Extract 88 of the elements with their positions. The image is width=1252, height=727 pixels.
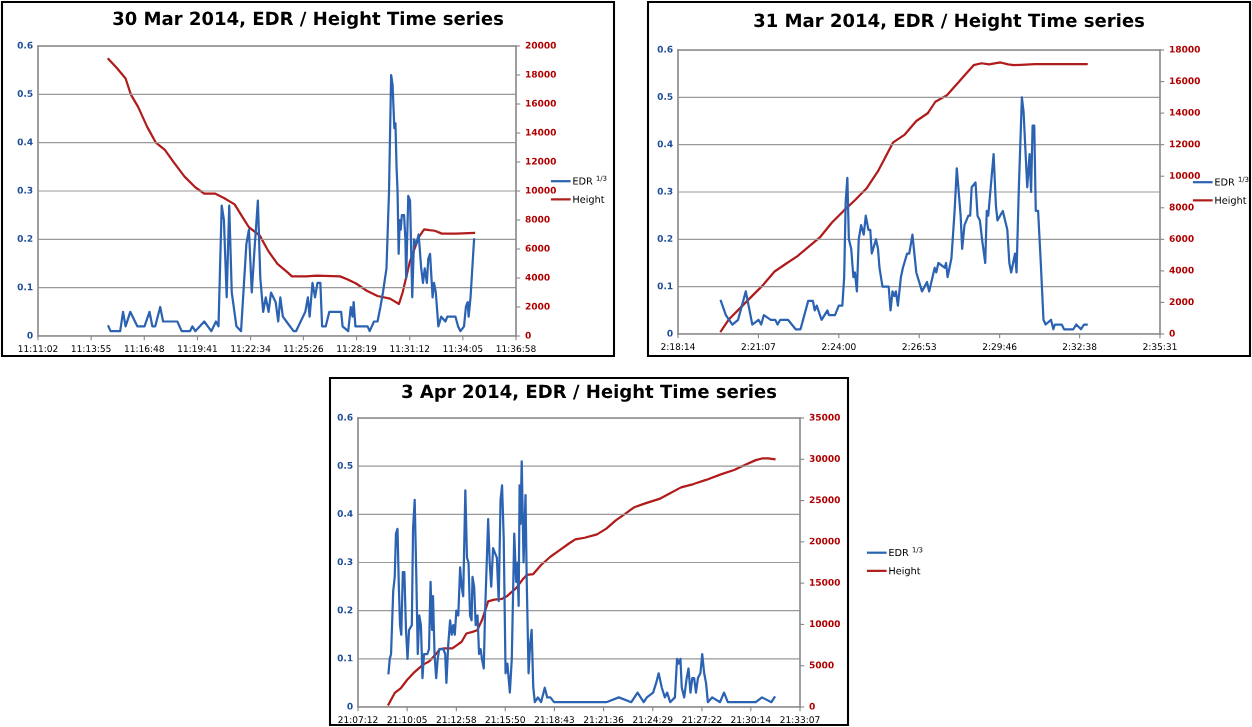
y2-tick-label: 6000 xyxy=(1169,235,1194,242)
legend-label: Height xyxy=(889,566,921,577)
x-tick-label: 11:31:12 xyxy=(390,345,430,353)
x-tick-label: 2:21:07 xyxy=(741,343,776,351)
y2-tick-label: 0 xyxy=(525,331,531,339)
y2-tick-label: 14000 xyxy=(1170,108,1200,116)
y-tick-label: 0.5 xyxy=(337,461,353,469)
x-tick-label: 2:29:46 xyxy=(982,343,1017,351)
y2-tick-label: 20000 xyxy=(809,537,840,545)
x-tick-label: 2:35:31 xyxy=(1143,343,1177,351)
x-tick-label: 21:33:07 xyxy=(780,716,820,724)
x-tick-label: 21:07:12 xyxy=(338,716,378,724)
line-series xyxy=(107,57,476,306)
x-tick-label: 21:30:14 xyxy=(731,716,771,724)
y2-tick-label: 2000 xyxy=(525,302,550,310)
y2-tick-label: 15000 xyxy=(810,578,840,586)
y-tick-label: 0.3 xyxy=(17,186,33,194)
y-tick-label: 0.6 xyxy=(657,45,673,53)
y2-tick-label: 20000 xyxy=(525,41,556,49)
legend-label: EDR $^{1/3}$ xyxy=(573,175,607,185)
y2-tick-label: 30000 xyxy=(809,455,840,462)
x-tick-label: 11:34:05 xyxy=(443,345,483,353)
x-tick-label: 21:10:05 xyxy=(387,716,427,724)
x-tick-label: 11:36:58 xyxy=(496,345,536,353)
x-tick-label: 11:22:34 xyxy=(231,345,271,353)
y-tick-label: 0.2 xyxy=(17,235,33,242)
y-tick-label: 0.2 xyxy=(657,235,673,242)
y2-tick-label: 0 xyxy=(1169,329,1175,337)
y-tick-label: 0.4 xyxy=(17,138,33,146)
legend-label: EDR $^{1/3}$ xyxy=(889,547,923,557)
y2-tick-label: 10000 xyxy=(526,186,556,194)
y-tick-label: 0 xyxy=(667,329,673,337)
x-tick-label: 21:12:58 xyxy=(436,716,476,724)
y-tick-label: 0.1 xyxy=(657,282,673,290)
x-tick-label: 21:24:29 xyxy=(633,716,673,724)
y2-tick-label: 35000 xyxy=(809,413,840,421)
y2-tick-label: 18000 xyxy=(1170,45,1200,53)
y-tick-label: 0 xyxy=(347,702,353,710)
y2-tick-label: 14000 xyxy=(526,128,556,136)
y2-tick-label: 18000 xyxy=(526,70,556,78)
x-tick-label: 21:18:43 xyxy=(534,716,574,724)
legend-label: Height xyxy=(573,195,605,205)
x-tick-label: 2:24:00 xyxy=(822,343,856,351)
x-tick-label: 11:11:02 xyxy=(18,345,58,353)
y2-tick-label: 2000 xyxy=(1169,298,1194,306)
y-tick-label: 0.6 xyxy=(17,41,33,49)
y2-tick-label: 12000 xyxy=(1170,140,1200,148)
y2-tick-label: 8000 xyxy=(525,215,550,223)
y2-tick-label: 12000 xyxy=(526,157,556,165)
x-tick-label: 2:26:53 xyxy=(902,343,936,351)
x-tick-label: 11:13:55 xyxy=(71,345,111,353)
y-tick-label: 0.3 xyxy=(657,187,673,195)
y-tick-label: 0.3 xyxy=(337,558,353,566)
x-tick-label: 21:27:22 xyxy=(682,716,722,723)
y-tick-label: 0.1 xyxy=(17,283,33,291)
x-tick-label: 11:19:41 xyxy=(178,345,217,353)
line-series xyxy=(107,73,476,333)
y-tick-label: 0.6 xyxy=(337,413,353,421)
x-tick-label: 2:18:14 xyxy=(661,343,695,351)
y2-tick-label: 4000 xyxy=(1169,266,1194,274)
y2-tick-label: 6000 xyxy=(525,244,550,252)
y2-tick-label: 25000 xyxy=(809,496,840,504)
x-tick-label: 21:21:36 xyxy=(583,716,624,724)
x-tick-label: 11:16:48 xyxy=(125,345,164,353)
legend-label: Height xyxy=(1215,196,1247,206)
y-tick-label: 0.2 xyxy=(337,606,353,614)
chart-title: 31 Mar 2014, EDR / Height Time series xyxy=(754,13,1144,31)
y2-tick-label: 8000 xyxy=(1169,203,1194,211)
y2-tick-label: 10000 xyxy=(810,620,840,628)
y2-tick-label: 16000 xyxy=(1170,77,1200,85)
y2-tick-label: 10000 xyxy=(1170,172,1200,179)
x-tick-label: 2:32:38 xyxy=(1062,343,1097,351)
y-tick-label: 0.5 xyxy=(17,90,33,97)
y-tick-label: 0.4 xyxy=(657,140,673,148)
x-tick-label: 11:28:19 xyxy=(337,345,377,353)
x-tick-label: 21:15:50 xyxy=(485,716,525,724)
x-tick-label: 11:25:26 xyxy=(284,345,324,353)
y2-tick-label: 4000 xyxy=(525,273,550,281)
y-tick-label: 0.1 xyxy=(337,654,353,662)
y-tick-label: 0 xyxy=(27,331,33,339)
y2-tick-label: 16000 xyxy=(526,99,556,107)
y-tick-label: 0.5 xyxy=(657,93,673,100)
y-tick-label: 0.4 xyxy=(337,510,353,517)
y2-tick-label: 5000 xyxy=(809,661,834,669)
y2-tick-label: 0 xyxy=(809,702,815,710)
chart-title: 3 Apr 2014, EDR / Height Time series xyxy=(402,384,777,402)
legend-label: EDR $^{1/3}$ xyxy=(1215,176,1249,186)
chart-title: 30 Mar 2014, EDR / Height Time series xyxy=(113,11,503,29)
